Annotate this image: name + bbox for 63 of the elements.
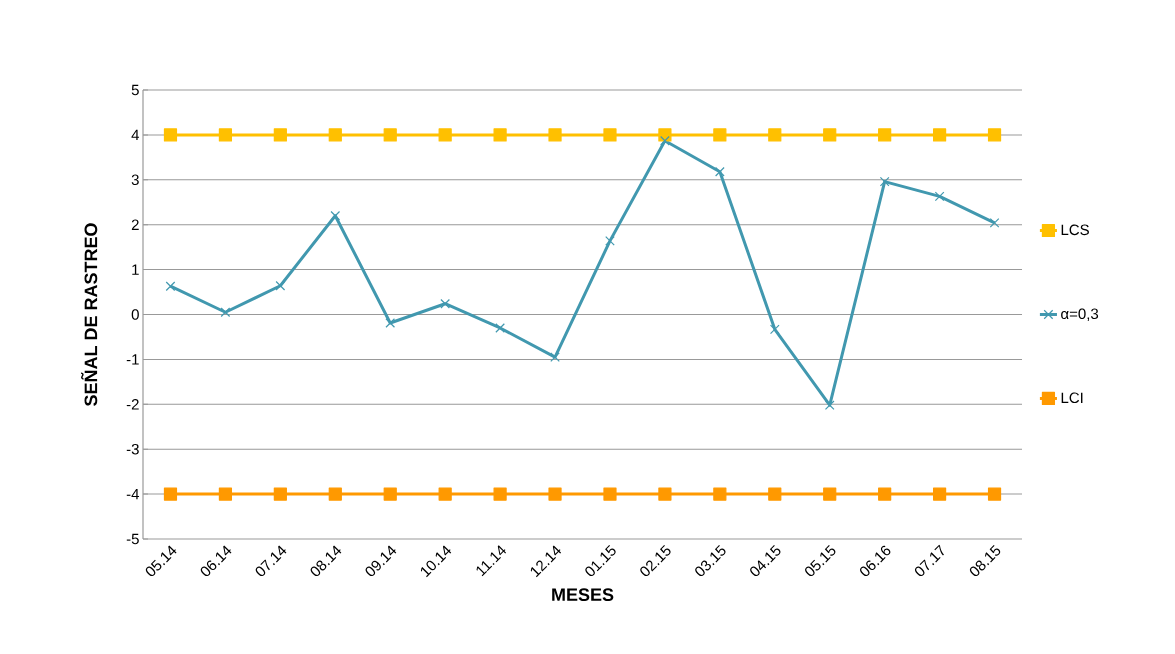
point	[383, 128, 397, 142]
point	[769, 324, 780, 335]
point	[548, 487, 562, 501]
point	[218, 487, 233, 501]
y-tick-label: 4	[131, 129, 140, 141]
point	[658, 487, 672, 501]
y-tick-label: 5	[131, 84, 139, 96]
point	[989, 218, 1000, 228]
y-tick-label: -5	[126, 533, 139, 545]
point	[163, 487, 178, 501]
point	[273, 487, 287, 501]
point	[713, 487, 727, 501]
point	[768, 487, 782, 501]
point	[987, 128, 1002, 142]
point	[823, 487, 837, 501]
y-tick-label: -2	[126, 399, 139, 410]
y-tick-label: 1	[132, 264, 139, 275]
point	[603, 128, 617, 142]
point	[824, 400, 835, 411]
point	[218, 128, 233, 142]
point	[550, 352, 560, 362]
point	[163, 128, 178, 142]
point	[933, 128, 947, 142]
point	[713, 128, 727, 142]
y-tick-label: -1	[126, 354, 139, 365]
point	[328, 487, 342, 501]
x-axis-title: MESES	[552, 588, 614, 602]
point	[220, 307, 231, 318]
y-tick-label: 3	[131, 174, 139, 186]
legend-label: α=0,3	[1061, 308, 1099, 321]
point	[934, 191, 945, 202]
point	[548, 128, 562, 142]
point	[878, 128, 892, 142]
legend-label: LCS	[1061, 224, 1089, 236]
point	[440, 298, 451, 309]
point	[933, 487, 947, 501]
legend-label: LCI	[1061, 392, 1083, 404]
point	[823, 128, 837, 142]
point	[328, 128, 342, 142]
point	[438, 128, 452, 142]
point	[987, 487, 1002, 501]
point	[715, 166, 725, 177]
y-tick-label: -3	[126, 443, 139, 455]
point	[385, 318, 396, 328]
point	[879, 176, 890, 187]
point	[878, 487, 892, 501]
point	[273, 128, 287, 142]
y-tick-label: 2	[131, 219, 139, 230]
point	[605, 236, 615, 246]
point	[275, 280, 286, 291]
point	[660, 135, 670, 146]
y-tick-label: 0	[131, 309, 139, 320]
point	[438, 487, 452, 501]
y-axis-title: SEÑAL DE RASTREO	[81, 223, 98, 406]
point	[768, 128, 782, 142]
point	[493, 128, 507, 142]
point	[603, 487, 617, 501]
point	[165, 281, 176, 292]
point	[330, 210, 341, 221]
y-tick-label: -4	[126, 488, 140, 500]
point	[493, 487, 507, 501]
point	[383, 487, 397, 501]
point	[495, 323, 505, 333]
